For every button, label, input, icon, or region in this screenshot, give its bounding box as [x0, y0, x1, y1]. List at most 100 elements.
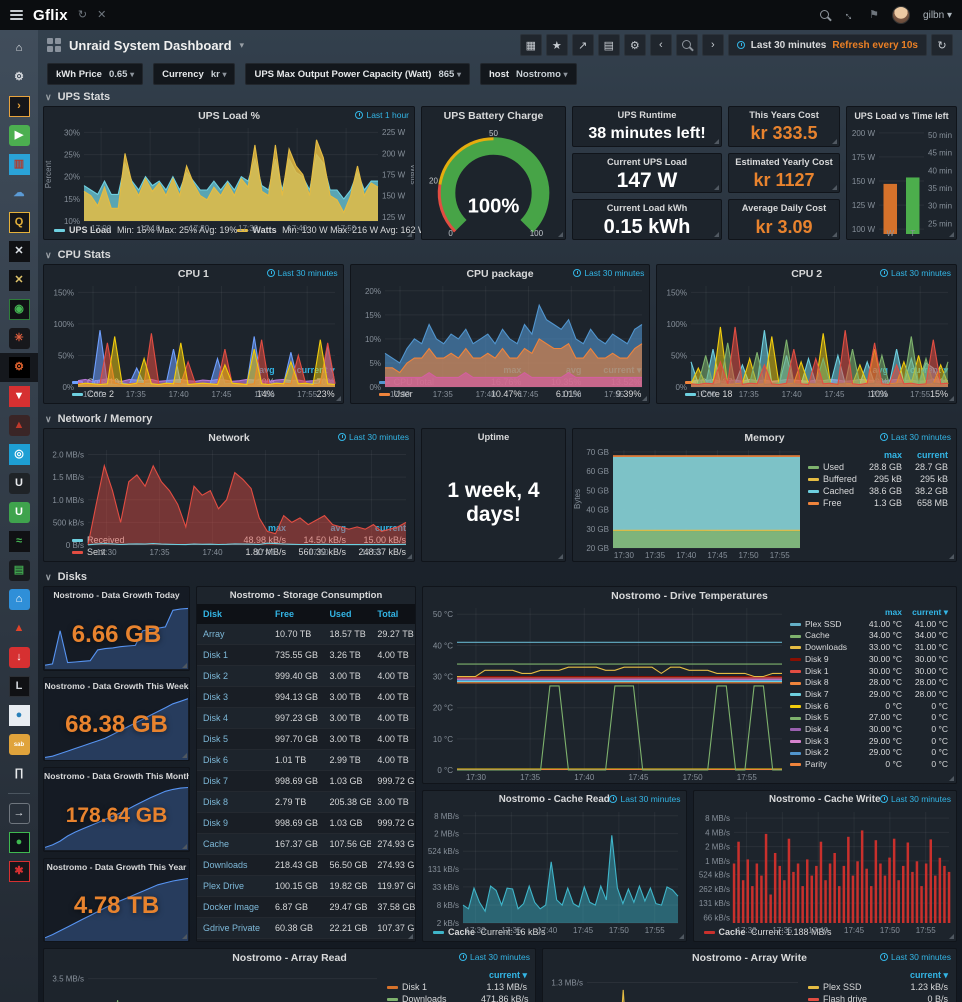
legend-series[interactable]: Disk 4 — [790, 724, 856, 736]
sidebar-item-gflix-settings[interactable]: ⚙ — [0, 353, 38, 382]
cache-read-chart[interactable]: 8 MB/s 2 MB/s 524 kB/s 131 kB/s 33 kB/s 8 kB/… — [423, 808, 686, 935]
panel-title[interactable]: UPS Battery Charge — [443, 109, 544, 122]
sidebar-item-berry-app[interactable]: ▲ — [0, 411, 38, 440]
panel-title[interactable]: Nostromo - Storage Consumption — [229, 590, 383, 601]
sidebar-item-sign-out[interactable]: → — [0, 799, 38, 828]
sidebar-item-home-assistant[interactable]: ⌂ — [0, 585, 38, 614]
array-write-chart[interactable]: 1.3 MB/s1.0 MB/s — [543, 966, 806, 1002]
sidebar-item-x-gold-app[interactable]: ✕ — [0, 266, 38, 295]
legend-series[interactable]: Flash drive — [808, 993, 902, 1002]
sidebar-item-green-u-app[interactable]: U — [0, 498, 38, 527]
panel-time-link[interactable]: Last 30 minutes — [458, 952, 530, 962]
variable-0[interactable]: kWh Price 0.65 ▾ — [47, 63, 144, 85]
column-header[interactable]: Disk — [203, 609, 223, 619]
time-back-button[interactable]: ‹ — [649, 34, 672, 56]
settings-button[interactable]: ⚙ — [623, 34, 646, 56]
legend-series[interactable]: Downloads — [387, 993, 481, 1002]
panel-time-link[interactable]: Last 1 hour — [355, 110, 409, 120]
variable-value[interactable]: Nostromo ▾ — [516, 68, 568, 80]
add-panel-button[interactable]: ▦ — [519, 34, 542, 56]
snapshot-icon[interactable]: ⚑ — [869, 8, 880, 21]
legend-item[interactable]: Cache Current: 1.188 MB/s — [703, 927, 832, 937]
sidebar-item-x-dark-app[interactable]: ✕ — [0, 237, 38, 266]
sidebar-item-home[interactable]: ⌂ — [0, 34, 38, 63]
legend-series[interactable]: Disk 5 — [790, 712, 856, 724]
zoom-out-button[interactable] — [675, 34, 698, 56]
panel-time-link[interactable]: Last 30 minutes — [880, 268, 951, 278]
panel-time-link[interactable]: Last 30 minutes — [879, 794, 951, 804]
panel-title[interactable]: UPS Load % — [198, 109, 260, 122]
sidebar-item-search-app[interactable]: Q — [0, 208, 38, 237]
panel-title[interactable]: Nostromo - Drive Temperatures — [611, 589, 768, 602]
variable-value[interactable]: 0.65 ▾ — [108, 68, 135, 80]
sidebar-item-blue-orb-app[interactable]: ◎ — [0, 440, 38, 469]
legend-series[interactable]: Disk 3 — [790, 736, 856, 748]
network-chart[interactable]: 2.0 MB/s 1.5 MB/s 1.0 MB/s 500 kB/s 0 B/s 17:… — [44, 446, 414, 557]
legend-series[interactable]: Downloads — [790, 642, 856, 654]
sidebar-item-lazy-app[interactable]: L — [0, 672, 38, 701]
legend-series[interactable]: Disk 9 — [790, 654, 856, 666]
legend-series[interactable]: Core 18 — [685, 388, 828, 400]
variable-1[interactable]: Currency kr ▾ — [153, 63, 236, 85]
legend-series[interactable]: Plex SSD — [790, 619, 856, 631]
legend-series[interactable]: Cached — [808, 485, 856, 497]
sidebar-item-settings[interactable]: ⚙ — [0, 63, 38, 92]
panel-title[interactable]: Nostromo - Cache Read — [498, 794, 610, 805]
panel-title[interactable]: Memory — [744, 431, 785, 444]
tab-refresh-icon[interactable]: ↻ — [77, 8, 88, 21]
sidebar-item-bars-app[interactable]: ▤ — [0, 556, 38, 585]
legend-series[interactable]: Disk 1 — [790, 666, 856, 678]
sidebar-item-adblock-app[interactable]: ↓ — [0, 643, 38, 672]
ups-load-vs-time-chart[interactable]: 200 W 175 W 150 W 125 W 100 W 50 min 45 min 40 … — [847, 124, 956, 239]
growth-week-sparkline[interactable] — [45, 691, 188, 760]
legend-series[interactable]: Buffered — [808, 473, 857, 485]
sidebar-item-film-app[interactable]: ▥ — [0, 150, 38, 179]
growth-year-sparkline[interactable] — [45, 872, 188, 941]
star-button[interactable]: ★ — [545, 34, 568, 56]
ups-load-chart[interactable]: 30% 25% 20% 15% 10% 225 W 200 W 175 W 150 W 125 W… — [44, 124, 414, 233]
legend-series[interactable]: Disk 7 — [790, 689, 856, 701]
panel-time-link[interactable]: Last 30 minutes — [609, 794, 681, 804]
sidebar-item-cloud-app[interactable]: ☁ — [0, 179, 38, 208]
panel-title[interactable]: UPS Load vs Time left — [854, 110, 949, 121]
legend-series[interactable]: Received — [72, 534, 226, 546]
panel-time-link[interactable]: Last 30 minutes — [266, 268, 338, 278]
panel-time-link[interactable]: Last 30 minutes — [573, 268, 644, 278]
panel-title[interactable]: Nostromo - Array Read — [232, 951, 347, 964]
legend-series[interactable]: Cache — [790, 630, 856, 642]
menu-icon[interactable] — [10, 10, 23, 20]
legend-series[interactable]: Sent — [72, 546, 226, 558]
panel-title[interactable]: CPU package — [466, 267, 534, 280]
sidebar-item-sab[interactable]: sab — [0, 730, 38, 759]
legend-item[interactable]: Cache Current: 16 kB/s — [433, 927, 546, 937]
legend-series[interactable]: Disk 6 — [790, 701, 856, 713]
panel-time-link[interactable]: Last 30 minutes — [879, 952, 951, 962]
tab-close-icon[interactable]: ✕ — [97, 8, 107, 21]
panel-title[interactable]: Nostromo - Array Write — [692, 951, 807, 964]
variable-value[interactable]: kr ▾ — [210, 68, 227, 80]
legend-series[interactable]: Free — [808, 497, 856, 509]
cpu-package-chart[interactable]: 20% 15% 10% 5% 0% 17:30 17:35 17:40 17:45 17:50 17… — [351, 282, 650, 399]
row-header-netmem[interactable]: ∨ Network / Memory — [45, 413, 153, 425]
sidebar-item-unifi[interactable]: U — [0, 469, 38, 498]
variable-2[interactable]: UPS Max Output Power Capacity (Watt) 865 … — [245, 63, 470, 85]
sidebar-item-gitlab[interactable]: ▲ — [0, 614, 38, 643]
username[interactable]: gilbn ▾ — [923, 9, 952, 21]
variable-3[interactable]: host Nostromo ▾ — [479, 63, 577, 85]
save-button[interactable]: ▤ — [597, 34, 620, 56]
legend-series[interactable]: User — [378, 388, 462, 400]
column-header[interactable]: Free — [274, 609, 294, 619]
time-forward-button[interactable]: › — [701, 34, 724, 56]
cache-write-chart[interactable]: 8 MB/s 4 MB/s 2 MB/s 1 MB/s 524 kB/s 262 kB/s… — [694, 808, 957, 935]
cpu2-chart[interactable]: 150% 100% 50% 0% 17:30 17:35 17:40 17:45 17:50 17… — [657, 282, 956, 399]
legend-item[interactable]: Watts Min: 130 W Max: 216 W Avg: 162 W — [237, 225, 427, 235]
legend-item[interactable]: UPS Load Min: 15% Max: 25% Avg: 19% — [54, 225, 237, 235]
column-header[interactable]: Used — [329, 609, 352, 619]
growth-today-sparkline[interactable] — [45, 600, 188, 669]
sidebar-item-jackett[interactable]: ∏ — [0, 759, 38, 788]
kiosk-icon[interactable]: ↔ — [840, 5, 860, 25]
time-picker[interactable]: Last 30 minutes Refresh every 10s — [727, 34, 927, 56]
refresh-button[interactable]: ↻ — [931, 34, 953, 56]
legend-series[interactable]: Disk 1 — [387, 981, 481, 993]
panel-title[interactable]: Nostromo - Cache Write — [769, 794, 881, 805]
